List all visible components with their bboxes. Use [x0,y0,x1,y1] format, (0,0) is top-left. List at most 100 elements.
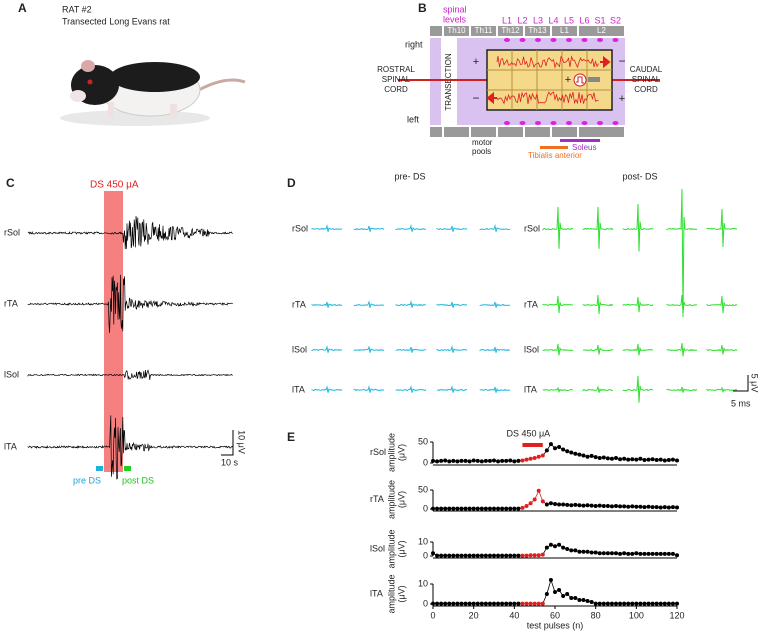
data-point [634,601,639,606]
evoked-sweep [311,224,343,232]
caudal-label: CORD [634,85,658,94]
data-point [459,506,464,511]
evoked-sweep [542,206,574,249]
y-tick-label: 50 [418,436,428,446]
data-point [622,504,627,509]
data-point [520,601,525,606]
data-point [654,601,659,606]
data-point [500,553,505,558]
electrode-arrow [486,91,497,105]
data-point [447,553,452,558]
x-tick-label: 40 [509,610,519,620]
dorsal-root-dot [612,38,619,42]
data-point [540,552,545,557]
evoked-sweep [479,301,511,308]
data-point [479,553,484,558]
emg-trace [27,274,233,333]
panel-letter: C [6,176,15,190]
dorsal-root-dot [581,38,588,42]
dorsal-root-dot [550,121,557,125]
rat-illustration [60,60,246,126]
data-point [569,450,574,455]
scale-label: 5 μV [750,374,760,393]
data-point [618,551,623,556]
data-point [646,551,651,556]
data-point [601,601,606,606]
spinal-levels-label: levels [443,14,467,24]
stim-period [104,191,123,472]
rat-leg [170,104,177,118]
ground-lead [588,77,600,82]
evoked-sweep [395,300,427,308]
y-tick-label: 10 [418,536,428,546]
data-point [463,601,468,606]
data-point [496,459,501,464]
tibialis-pool [540,146,568,149]
data-point [609,456,614,461]
evoked-sweep [622,375,654,403]
scale-bar [221,430,234,456]
data-point [471,553,476,558]
data-point [540,453,545,458]
data-point [670,551,675,556]
y-axis-label: (μV) [396,585,406,602]
data-point [512,601,517,606]
panel-letter: A [18,1,27,15]
data-point [658,457,663,462]
data-point [524,601,529,606]
data-point [565,449,570,454]
rostral-label: CORD [384,85,408,94]
data-point [487,553,492,558]
dorsal-root-dot [597,38,603,42]
evoked-sweep [395,346,427,353]
data-point [516,553,521,558]
stimulator [573,73,587,87]
emg-trace [27,369,233,380]
rat-back [110,62,200,92]
data-point [626,457,631,462]
y-tick-label: 0 [423,550,428,560]
polarity-plus: + [619,93,625,105]
evoked-sweep [666,294,698,315]
data-point [504,553,509,558]
data-point [573,596,578,600]
polarity-plus: + [473,56,479,68]
data-point [585,599,590,603]
data-point [528,601,533,606]
data-point [463,553,468,558]
data-point [557,502,562,507]
data-point [492,506,496,511]
x-tick-label: 100 [629,610,644,620]
data-point [536,454,541,459]
trace-label: lTA [524,384,537,394]
data-point [614,551,618,556]
data-point [634,504,639,509]
data-point [492,458,496,463]
data-point [435,601,440,606]
data-point [577,549,582,554]
pre-window [96,466,103,471]
stim-waveform [496,91,599,105]
data-point [593,503,598,508]
data-point [520,553,525,558]
data-point [512,459,517,464]
evoked-sweep [395,385,427,393]
data-point [532,553,537,558]
data-point [650,457,655,462]
side-right: right [405,39,423,49]
data-point [675,505,679,510]
data-point [435,459,440,464]
data-point [447,506,452,511]
data-point [573,548,578,553]
data-point [544,502,549,507]
data-point [467,459,472,464]
evoked-sweep [436,345,468,353]
dorsal-root-dot [566,38,572,42]
data-point [451,506,456,511]
rat-eye [87,79,93,85]
data-point [544,448,549,453]
data-point [451,601,456,606]
data-point [459,553,464,558]
y-tick-label: 50 [418,484,428,494]
trace-label: rSol [292,223,308,233]
